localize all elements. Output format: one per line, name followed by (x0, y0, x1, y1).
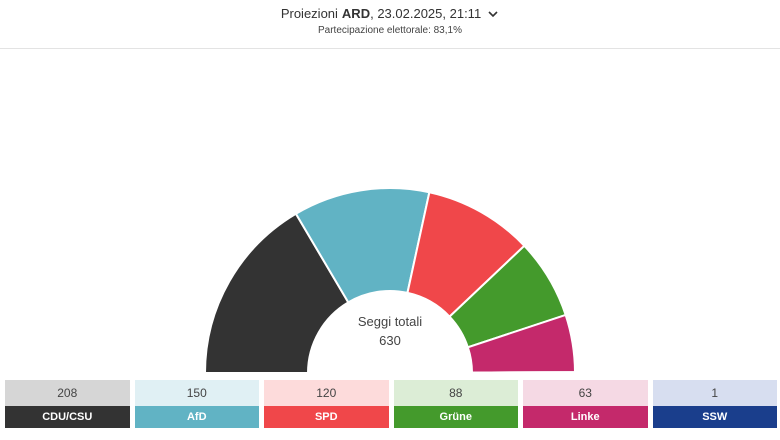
arc-cdu-csu[interactable] (203, 212, 350, 374)
chevron-down-icon (488, 10, 498, 17)
arc-ssw[interactable] (470, 371, 577, 374)
seat-count: 150 (134, 380, 259, 406)
header: Proiezioni ARD, 23.02.2025, 21:11 Parteci… (0, 0, 780, 49)
projection-selector[interactable]: Proiezioni ARD, 23.02.2025, 21:11 (281, 6, 499, 21)
party-name: SSW (652, 406, 777, 428)
legend-card-cdu-csu[interactable]: 208 CDU/CSU (5, 380, 130, 428)
seat-distribution-chart: Seggi totali 630 (203, 187, 577, 374)
legend-card-ssw[interactable]: 1 SSW (652, 380, 777, 428)
center-label-title: Seggi totali (358, 314, 422, 329)
seat-count: 1 (652, 380, 777, 406)
party-name: Grüne (393, 406, 518, 428)
legend-card-gr-ne[interactable]: 88 Grüne (393, 380, 518, 428)
legend-card-linke[interactable]: 63 Linke (523, 380, 648, 428)
seat-count: 63 (523, 380, 648, 406)
chart-arcs (203, 187, 577, 374)
seat-count: 88 (393, 380, 518, 406)
party-name: CDU/CSU (5, 406, 130, 428)
legend-card-afd[interactable]: 150 AfD (134, 380, 259, 428)
legend-card-spd[interactable]: 120 SPD (264, 380, 389, 428)
party-name: Linke (523, 406, 648, 428)
center-label-total: 630 (379, 333, 401, 348)
party-name: AfD (134, 406, 259, 428)
seat-count: 208 (5, 380, 130, 406)
party-legend: 208 CDU/CSU 150 AfD 120 SPD 88 Grüne 63 Linke 1 SSW (5, 380, 777, 428)
title-source: ARD (341, 6, 371, 21)
turnout-subtitle: Partecipazione elettorale: 83,1% (318, 25, 462, 36)
party-name: SPD (264, 406, 389, 428)
seat-count: 120 (264, 380, 389, 406)
title-prefix: Proiezioni (280, 6, 338, 21)
title-suffix: , 23.02.2025, 21:11 (370, 6, 482, 21)
